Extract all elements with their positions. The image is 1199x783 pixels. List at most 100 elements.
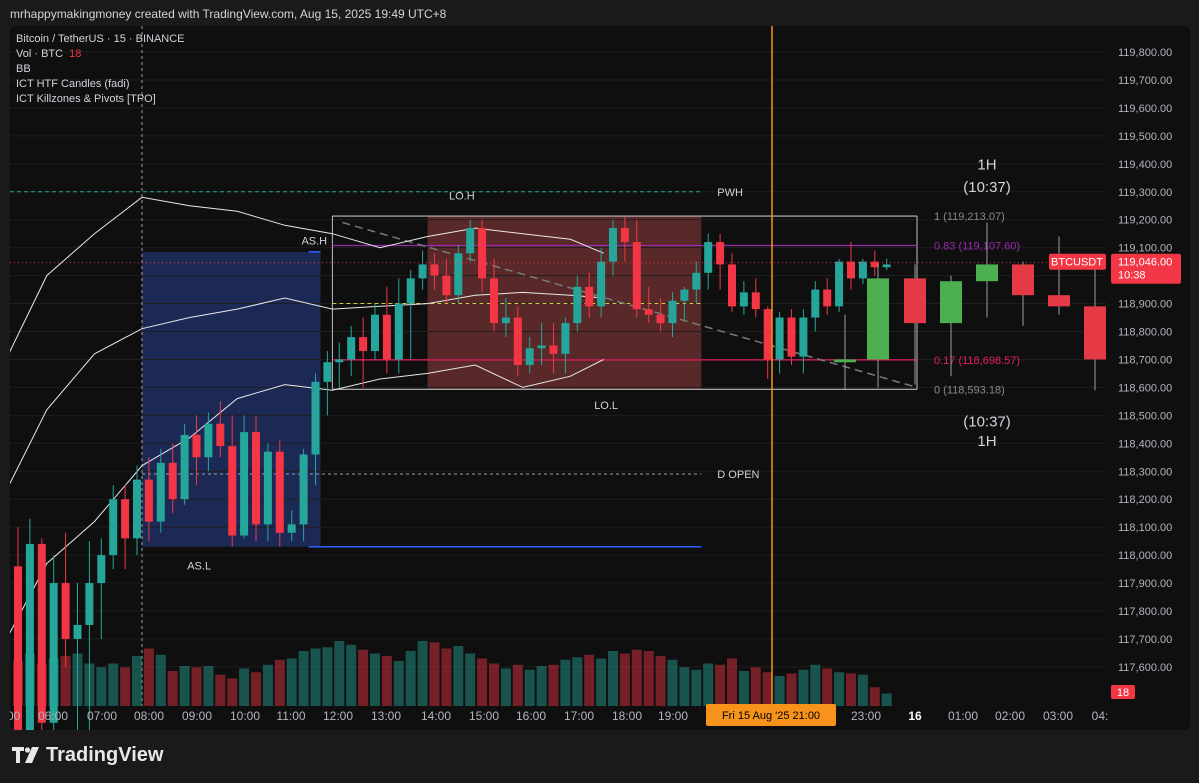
htf-candle-body <box>1048 295 1070 307</box>
candle-body <box>347 337 356 360</box>
volume-bar <box>346 644 357 706</box>
candle-body <box>97 555 106 584</box>
htf-candle-body <box>1012 264 1034 296</box>
volume-bar <box>167 671 178 706</box>
asia-low-label: AS.L <box>187 561 211 573</box>
candle-body <box>716 242 725 265</box>
volume-bar <box>72 653 83 706</box>
candle-body <box>121 499 130 539</box>
indicator-htf-candles[interactable]: ICT HTF Candles (fadi) <box>16 78 130 90</box>
time-tick-label: 16 <box>908 709 922 723</box>
candle-body <box>692 272 701 290</box>
time-tick-label: 15:00 <box>469 709 499 723</box>
htf-candle-body <box>834 359 856 363</box>
volume-bar <box>417 641 428 706</box>
candle-body <box>704 242 713 273</box>
candle-body <box>728 264 736 307</box>
london-high-label: LO.H <box>449 191 475 203</box>
bb-upper-band <box>10 196 604 353</box>
time-tick-label: 04: <box>1092 709 1109 723</box>
candle-body <box>537 345 546 349</box>
price-tick-label: 119,500.00 <box>1118 131 1172 143</box>
candle-body <box>323 362 332 382</box>
volume-bar <box>489 663 499 706</box>
candle-body <box>14 566 22 730</box>
volume-bar <box>822 668 833 706</box>
chart-caption-bar: mrhappymakingmoney created with TradingV… <box>0 0 1199 26</box>
symbol-tag-label: BTCUSDT <box>1051 257 1103 269</box>
volume-bar <box>239 668 250 706</box>
candle-body <box>882 264 891 268</box>
volume-bar <box>619 653 630 706</box>
candle-body <box>25 543 34 730</box>
volume-bar <box>143 648 154 706</box>
candle-body <box>252 432 260 525</box>
fib-level-label: 0.83 (119,107.60) <box>934 241 1020 253</box>
trend-dashed-line <box>342 221 918 389</box>
indicator-killzones[interactable]: ICT Killzones & Pivots [TPO] <box>16 93 156 105</box>
volume-bar <box>215 674 226 706</box>
volume-bar <box>857 674 868 706</box>
candle-body <box>823 289 832 307</box>
htf-candle-body <box>867 278 889 360</box>
price-tag-countdown: 10:38 <box>1118 270 1146 282</box>
volume-bar <box>536 666 547 706</box>
price-tick-label: 118,100.00 <box>1118 522 1172 534</box>
volume-bar <box>477 658 488 706</box>
time-tick-label: 17:00 <box>564 709 594 723</box>
current-time-tag-label: Fri 15 Aug '25 21:00 <box>722 710 820 722</box>
bb-basis <box>10 291 604 485</box>
tradingview-logo-icon <box>12 747 39 763</box>
htf-label-bottom-time: (10:37) <box>963 414 1011 431</box>
volume-bar <box>24 653 35 706</box>
candle-body <box>192 434 201 458</box>
price-tag-bg <box>1111 253 1181 284</box>
volume-bar <box>608 651 618 706</box>
volume-bar <box>334 641 345 706</box>
volume-legend[interactable]: Vol · BTC 18 <box>16 47 185 62</box>
chart-panel[interactable]: PWH D OPEN 1 (119,213.07) 0.83 (119,107.60)… <box>10 26 1190 730</box>
volume-bar <box>727 658 737 706</box>
candle-body <box>870 261 879 268</box>
volume-bar <box>846 673 856 706</box>
candle-body <box>418 264 427 279</box>
candle-body <box>287 524 296 533</box>
candle-body <box>109 499 118 556</box>
price-tick-label: 119,100.00 <box>1118 243 1172 255</box>
candle-body <box>573 286 582 324</box>
price-tick-label: 119,800.00 <box>1118 47 1172 59</box>
volume-bar <box>322 647 333 706</box>
indicator-bb[interactable]: BB <box>16 63 31 75</box>
candle-body <box>180 434 189 500</box>
candle-body <box>382 314 391 360</box>
volume-legend-value: 18 <box>69 48 82 60</box>
symbol-tag-bg <box>1049 253 1106 270</box>
asia-high-label: AS.H <box>301 235 327 247</box>
symbol-title[interactable]: Bitcoin / TetherUS · 15 · BINANCE <box>16 33 185 45</box>
candle-body <box>406 278 415 304</box>
candle-body <box>644 309 653 315</box>
candle-body <box>394 303 403 360</box>
volume-tag-label: 18 <box>1117 687 1129 699</box>
chart-canvas[interactable]: PWH D OPEN 1 (119,213.07) 0.83 (119,107.60)… <box>10 26 1190 730</box>
time-tick-label: 08:00 <box>134 709 164 723</box>
candle-body <box>133 479 141 539</box>
candle-body <box>299 454 308 525</box>
candle-body <box>501 317 510 324</box>
price-tick-label: 119,400.00 <box>1118 159 1172 171</box>
price-axis-bg <box>1106 26 1190 730</box>
time-tick-label: 14:00 <box>421 709 451 723</box>
htf-label-top-tf: 1H <box>977 156 996 173</box>
candle-body <box>73 624 82 639</box>
volume-bar <box>60 656 71 706</box>
time-tick-label: 23:00 <box>851 709 881 723</box>
candle-body <box>847 261 855 279</box>
price-tick-label: 119,700.00 <box>1118 75 1172 87</box>
htf-label-bottom-tf: 1H <box>977 433 996 450</box>
price-tick-label: 119,200.00 <box>1118 215 1172 227</box>
volume-bar <box>798 669 809 706</box>
candle-body <box>739 292 748 307</box>
price-tick-label: 117,700.00 <box>1118 634 1172 646</box>
time-tick-label: 02:00 <box>995 709 1025 723</box>
candle-body <box>799 317 808 357</box>
